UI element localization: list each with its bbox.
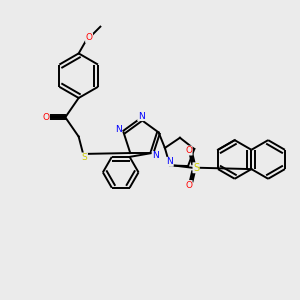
Text: S: S — [82, 153, 88, 162]
Text: N: N — [152, 152, 159, 160]
Text: S: S — [193, 163, 199, 173]
Text: N: N — [138, 112, 145, 121]
Text: N: N — [115, 125, 122, 134]
Text: O: O — [185, 181, 192, 190]
Text: O: O — [43, 113, 50, 122]
Text: N: N — [167, 157, 173, 166]
Text: O: O — [185, 146, 192, 155]
Text: O: O — [85, 33, 93, 42]
